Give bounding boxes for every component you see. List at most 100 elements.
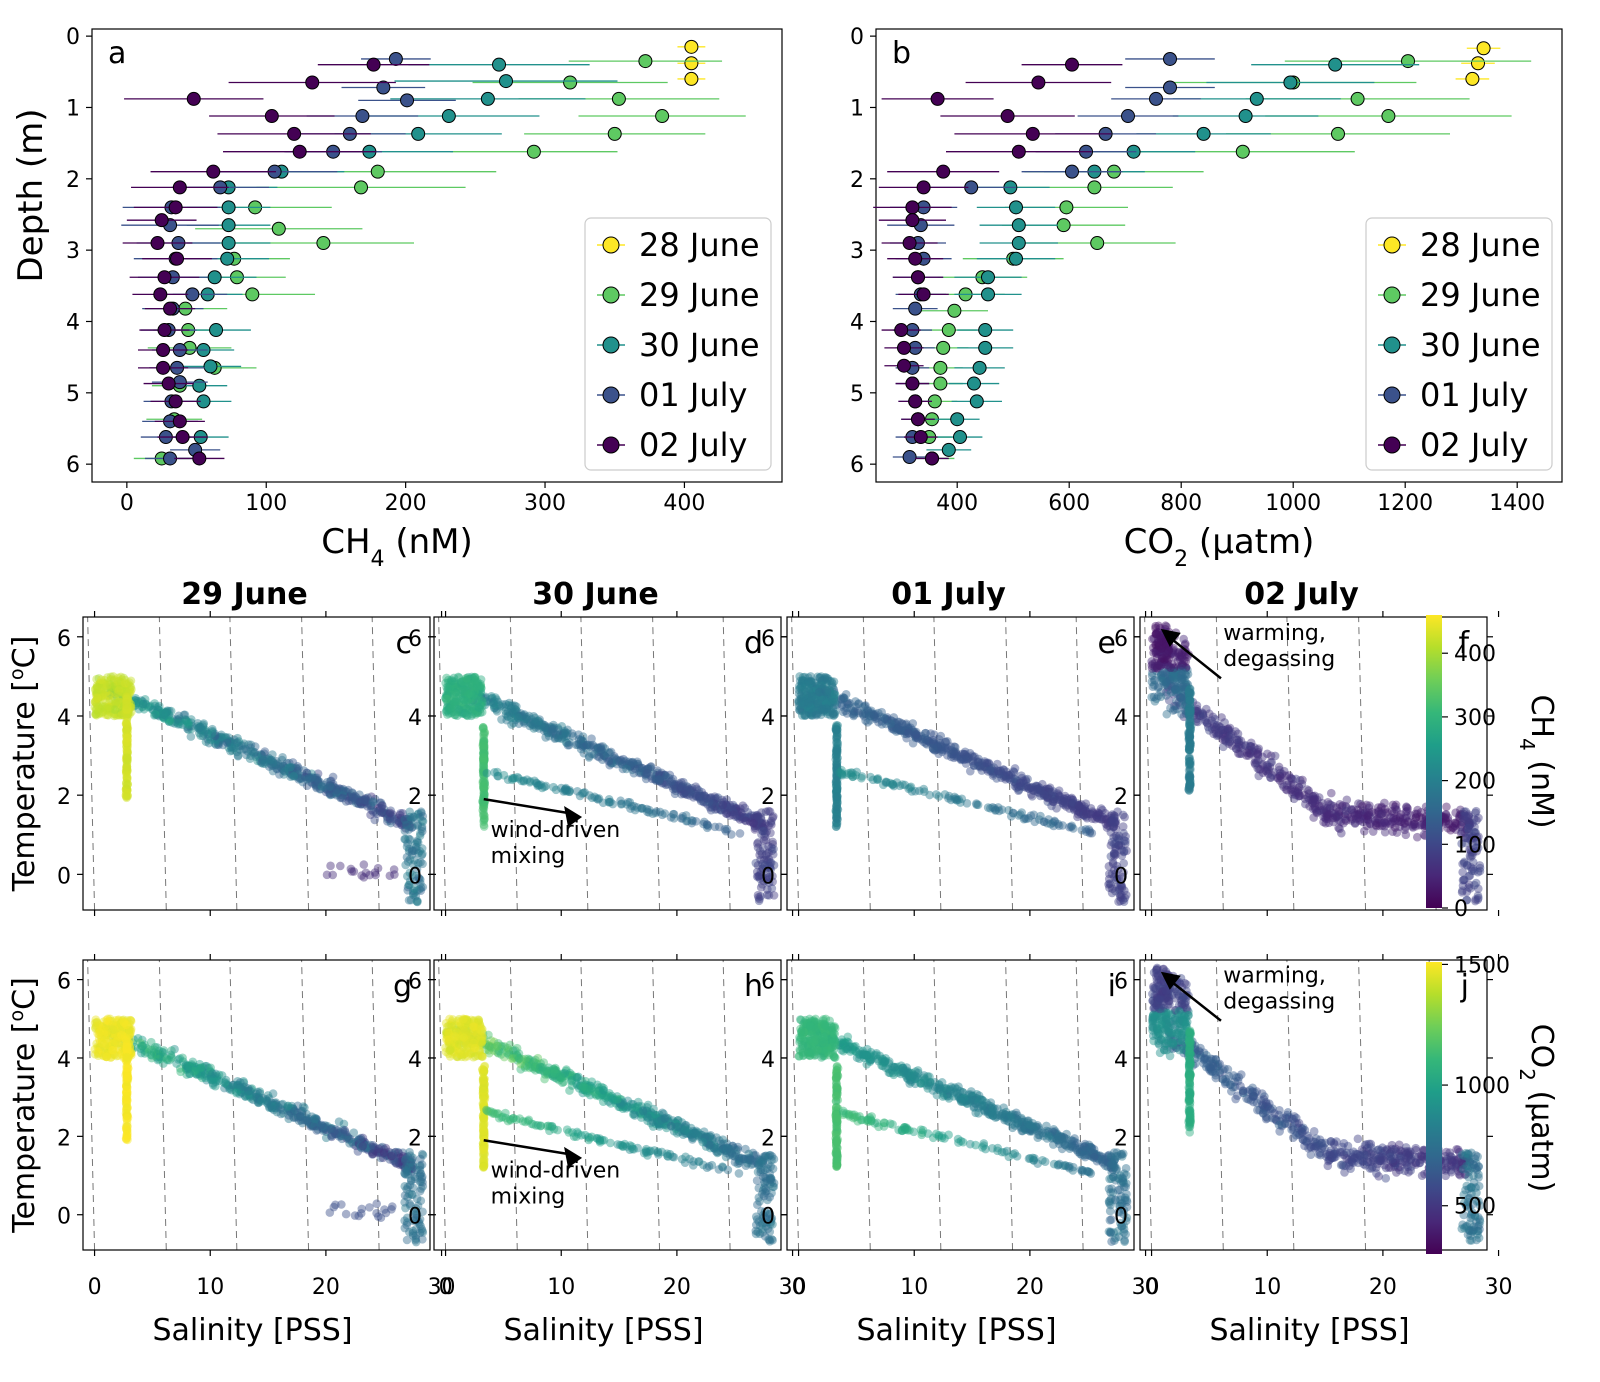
ts-point: [806, 702, 815, 711]
ts-point: [316, 781, 325, 791]
ts-point: [479, 762, 489, 772]
ts-point: [764, 873, 773, 882]
ts-point: [416, 878, 425, 888]
ts-point: [159, 707, 169, 717]
ts-point: [1466, 863, 1476, 872]
ts-point: [1185, 695, 1194, 705]
ts-point: [1158, 654, 1167, 663]
ts-point: [554, 731, 564, 741]
ts-point: [964, 753, 973, 763]
ts-point: [91, 688, 101, 697]
ts-point: [1464, 827, 1474, 837]
ts-point: [296, 1106, 306, 1116]
ts-point: [1113, 807, 1122, 817]
ts-point: [479, 766, 489, 775]
ts-point: [1224, 724, 1233, 734]
ts-point: [716, 798, 726, 808]
ts-point: [929, 744, 938, 754]
ts-point: [293, 769, 303, 779]
ts-point: [599, 750, 608, 760]
ts-point: [1111, 839, 1121, 848]
ts-point: [121, 703, 131, 713]
ts-point: [1180, 675, 1190, 685]
ts-point: [229, 744, 238, 753]
ts-point: [1071, 803, 1080, 813]
panel-title: 29 June: [181, 577, 307, 612]
ts-point: [197, 1067, 207, 1076]
data-point: [1331, 126, 1345, 141]
data-point: [684, 71, 699, 86]
ts-point: [123, 706, 133, 716]
ts-point: [988, 766, 998, 775]
ts-point: [121, 1042, 131, 1051]
ts-point: [1160, 667, 1170, 677]
ts-point: [1390, 802, 1400, 812]
ts-point: [105, 689, 115, 698]
ts-point: [641, 769, 651, 778]
ts-point: [1471, 808, 1480, 818]
ts-point: [699, 819, 708, 829]
ts-point: [216, 732, 226, 742]
ts-point: [831, 822, 841, 832]
ts-point: [534, 720, 543, 730]
ts-point: [1185, 712, 1195, 722]
ts-point: [1401, 822, 1410, 832]
ts-point: [479, 758, 488, 768]
ts-point: [1441, 810, 1451, 820]
ts-point: [761, 828, 770, 838]
ts-point: [267, 1103, 277, 1113]
ts-point: [409, 812, 418, 822]
ts-point: [608, 799, 618, 809]
ts-point: [327, 783, 336, 793]
ts-point: [417, 808, 426, 818]
ts-point: [753, 812, 763, 822]
ts-point: [522, 712, 531, 722]
ts-point: [1149, 692, 1159, 702]
ts-point: [1175, 652, 1184, 661]
ts-point: [1053, 789, 1062, 798]
ts-point: [118, 705, 127, 715]
ts-point: [296, 1112, 306, 1121]
ts-point: [476, 700, 486, 710]
ts-point: [1102, 814, 1112, 824]
ts-point: [707, 803, 716, 812]
ts-point: [831, 754, 841, 764]
ts-point: [339, 1119, 349, 1129]
ts-point: [1228, 729, 1237, 739]
ts-point: [443, 703, 452, 712]
ts-point: [507, 775, 517, 785]
data-point: [1011, 236, 1026, 251]
ts-point: [873, 708, 883, 718]
ts-point: [121, 766, 131, 775]
ts-point: [972, 799, 981, 808]
ts-point: [452, 697, 461, 706]
ts-point: [311, 773, 320, 783]
ts-point: [200, 727, 210, 737]
ts-point: [125, 678, 134, 687]
ts-point: [1185, 759, 1195, 769]
ts-point: [887, 780, 897, 789]
ts-point: [112, 1034, 121, 1044]
ts-point: [1171, 688, 1180, 698]
ts-point: [1014, 811, 1023, 820]
ts-point: [1161, 643, 1170, 652]
ts-point: [1163, 682, 1173, 692]
ts-point: [1048, 796, 1058, 806]
ts-point: [1163, 676, 1173, 686]
ts-point: [1203, 719, 1212, 728]
ts-point: [1165, 669, 1175, 679]
ts-point: [376, 1153, 386, 1163]
ts-point: [1451, 825, 1461, 835]
ts-point: [1474, 813, 1483, 823]
ts-point: [469, 705, 479, 715]
ts-point: [806, 695, 816, 705]
ts-point: [293, 762, 302, 771]
ts-point: [635, 763, 645, 773]
ts-point: [479, 786, 489, 796]
data-point: [305, 75, 320, 90]
ts-point: [812, 684, 822, 694]
ts-point: [609, 752, 619, 761]
ts-point: [1462, 825, 1471, 834]
ts-point: [1107, 815, 1117, 825]
ts-point: [284, 758, 294, 768]
